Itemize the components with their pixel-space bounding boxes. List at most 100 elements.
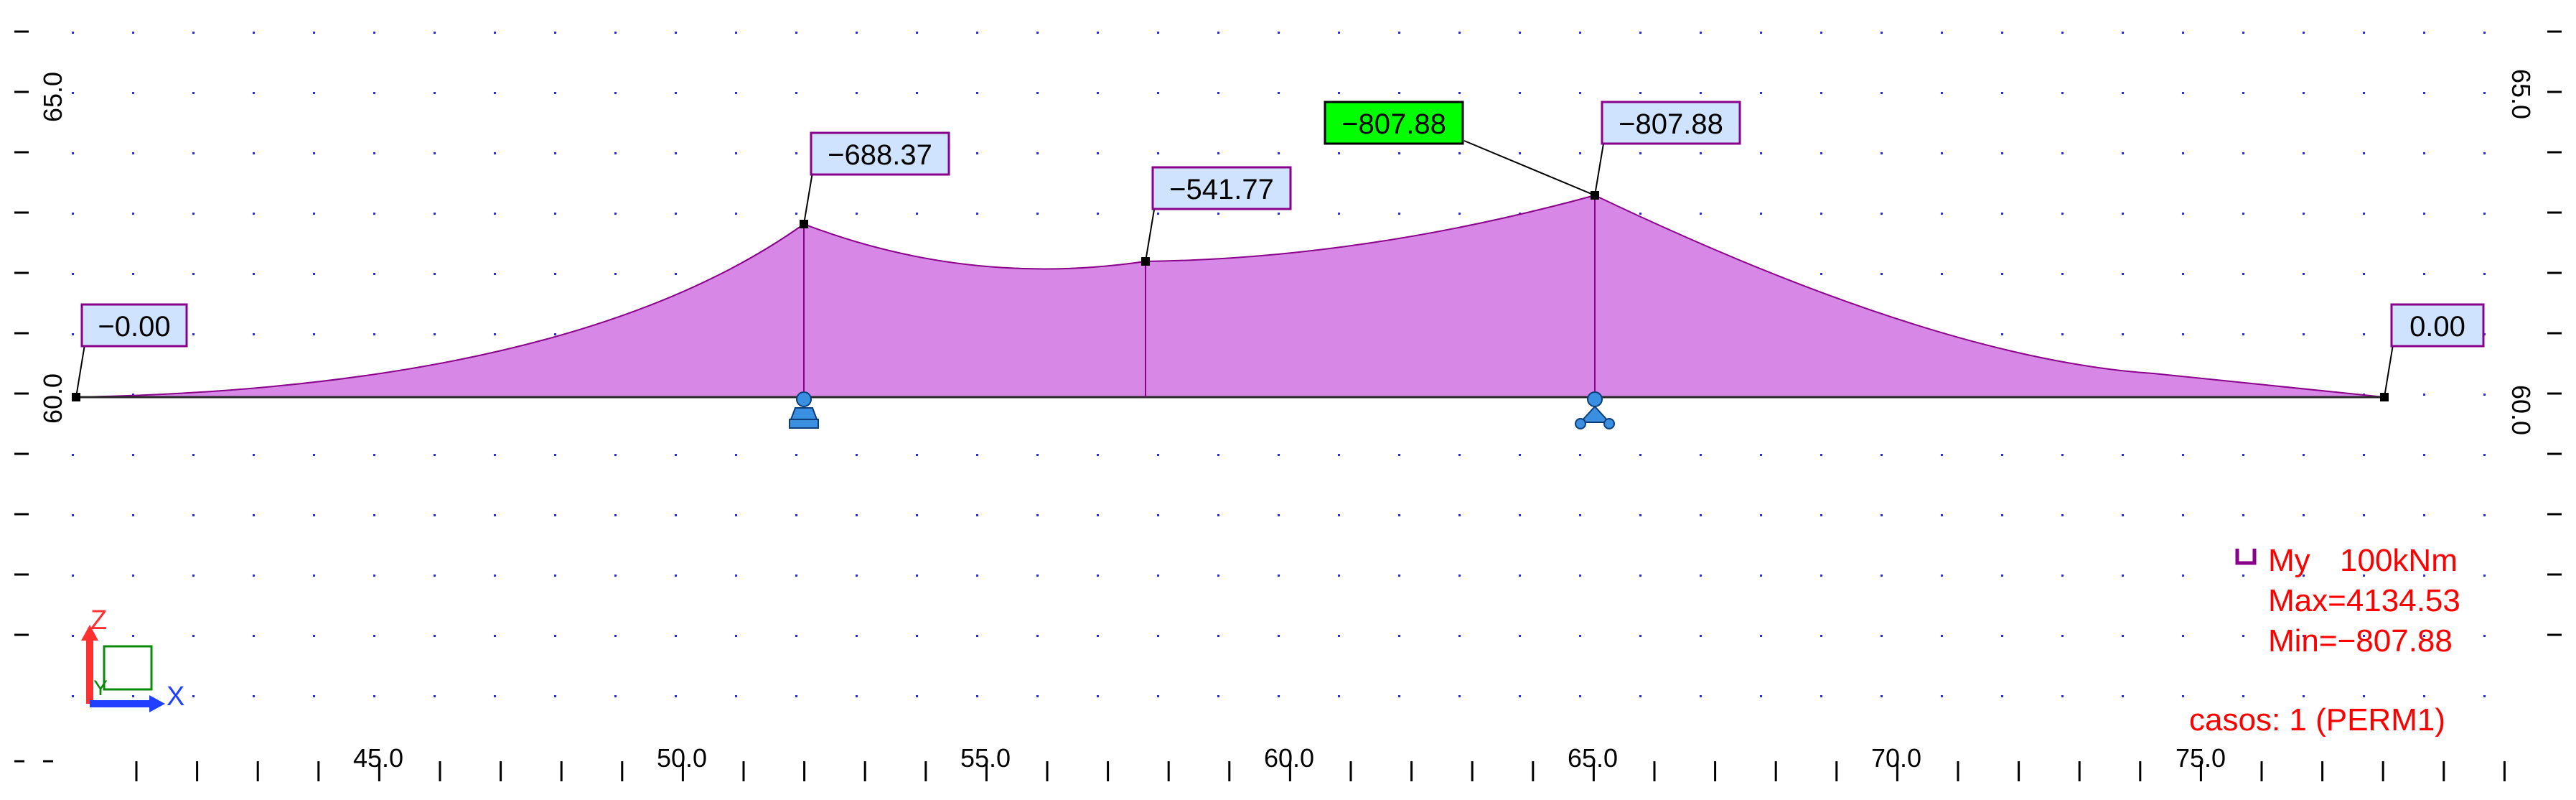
grid-dot [1278, 213, 1280, 215]
grid-dot [614, 32, 617, 34]
grid-dot [1398, 695, 1400, 697]
grid-dot [373, 213, 375, 215]
grid-dot [976, 213, 978, 215]
value-label[interactable]: 0.00 [2390, 303, 2485, 348]
grid-dot [253, 635, 255, 637]
grid-dot [2242, 454, 2244, 456]
fixed-support-icon[interactable] [789, 391, 819, 429]
grid-dot [2423, 575, 2425, 577]
grid-dot [434, 575, 436, 577]
value-label[interactable]: −0.00 [80, 303, 188, 348]
grid-dot [675, 273, 677, 275]
grid-dot [434, 152, 436, 154]
grid-dot [2423, 695, 2425, 697]
right-axis-label-60: 60.0 [2506, 385, 2536, 435]
grid-dot [2001, 514, 2003, 516]
grid-dot [313, 514, 315, 516]
grid-dot [554, 695, 556, 697]
grid-dot [192, 514, 195, 516]
grid-dot [2423, 152, 2425, 154]
grid-dot [675, 695, 677, 697]
grid-dot [2303, 333, 2305, 335]
grid-dot [313, 152, 315, 154]
grid-dot [2061, 514, 2064, 516]
grid-dot [976, 514, 978, 516]
grid-dot [1398, 92, 1400, 94]
grid-dot [1760, 575, 1762, 577]
grid-dot [614, 635, 617, 637]
grid-dot [1217, 32, 1219, 34]
grid-dot [2122, 32, 2124, 34]
grid-dot [132, 92, 134, 94]
grid-dot [1458, 213, 1461, 215]
value-label[interactable]: −807.88 [1601, 101, 1741, 145]
grid-dot [313, 333, 315, 335]
pinned-support-icon[interactable] [1575, 391, 1615, 429]
grid-dot [1881, 273, 1883, 275]
grid-dot [373, 333, 375, 335]
grid-dot [1881, 92, 1883, 94]
grid-dot [72, 32, 74, 34]
moment-diagram-area[interactable] [76, 195, 2384, 397]
grid-dot [1941, 635, 1943, 637]
grid-dot [72, 213, 74, 215]
grid-dot [2122, 514, 2124, 516]
grid-dot [614, 273, 617, 275]
grid-dot [1036, 695, 1039, 697]
grid-dot [373, 273, 375, 275]
grid-dot [2303, 635, 2305, 637]
grid-dot [132, 514, 134, 516]
grid-dot [313, 695, 315, 697]
grid-dot [1941, 92, 1943, 94]
grid-dot [1760, 32, 1762, 34]
triad-x-label: X [167, 682, 184, 712]
grid-dot [192, 213, 195, 215]
grid-dot [1217, 635, 1219, 637]
grid-dot [2242, 32, 2244, 34]
grid-dot [1820, 92, 1822, 94]
grid-dot [2122, 213, 2124, 215]
grid-dot [1881, 152, 1883, 154]
grid-dot [1097, 514, 1099, 516]
grid-dot [2122, 695, 2124, 697]
grid-dot [313, 273, 315, 275]
grid-dot [1760, 695, 1762, 697]
grid-dot [1820, 32, 1822, 34]
grid-dot [2001, 333, 2003, 335]
grid-dot [735, 695, 737, 697]
right-axis-ticks [2547, 30, 2562, 636]
grid-dot [2182, 333, 2184, 335]
value-label[interactable]: −688.37 [810, 131, 950, 176]
grid-dot [735, 514, 737, 516]
grid-dot [1036, 92, 1039, 94]
grid-dot [1760, 152, 1762, 154]
grid-dot [132, 635, 134, 637]
triad-y-label: Y [93, 676, 108, 700]
grid-dot [554, 514, 556, 516]
value-label[interactable]: −541.77 [1151, 166, 1292, 210]
value-label-highlighted[interactable]: −807.88 [1324, 101, 1464, 145]
grid-dot [2001, 575, 2003, 577]
grid-dot [253, 92, 255, 94]
grid-dot [614, 152, 617, 154]
grid-dot [2061, 273, 2064, 275]
grid-dot [2483, 454, 2486, 456]
grid-dot [856, 575, 858, 577]
grid-dot [1579, 454, 1581, 456]
grid-dot [1700, 514, 1702, 516]
grid-dot [2483, 635, 2486, 637]
grid-dot [1760, 92, 1762, 94]
legend-cases: casos: 1 (PERM1) [2189, 702, 2445, 738]
grid-dot [1278, 695, 1280, 697]
grid-dot [1157, 32, 1159, 34]
value-label-text: 0.00 [2409, 311, 2465, 343]
grid-dot [2001, 635, 2003, 637]
grid-dot [1881, 514, 1883, 516]
grid-dot [735, 635, 737, 637]
x-tick-label-45: 45.0 [353, 743, 403, 773]
grid-dot [2242, 273, 2244, 275]
grid-dot [1579, 92, 1581, 94]
grid-dot [132, 695, 134, 697]
grid-dot [1036, 152, 1039, 154]
